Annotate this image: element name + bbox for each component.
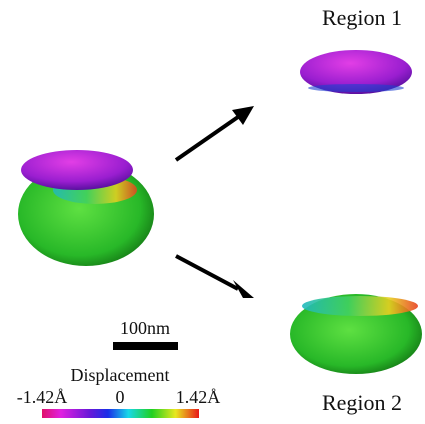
arrows — [176, 106, 254, 298]
region-label: Region 1 — [322, 5, 402, 30]
scale-label: 100nm — [120, 318, 170, 338]
colorbar-label: 1.42Å — [176, 387, 221, 407]
colorbar — [42, 409, 199, 418]
cell-region2 — [290, 294, 422, 374]
cell-region1 — [300, 50, 412, 94]
colorbar-label: 0 — [116, 387, 125, 407]
figure: Region 1 Region 2 100nm Displacement -1.… — [0, 0, 425, 424]
colorbar-title: Displacement — [71, 365, 170, 385]
colorbar-label: -1.42Å — [17, 387, 68, 407]
region-label: Region 2 — [322, 390, 402, 415]
scale-bar — [113, 342, 178, 350]
cell-combined — [18, 150, 154, 266]
